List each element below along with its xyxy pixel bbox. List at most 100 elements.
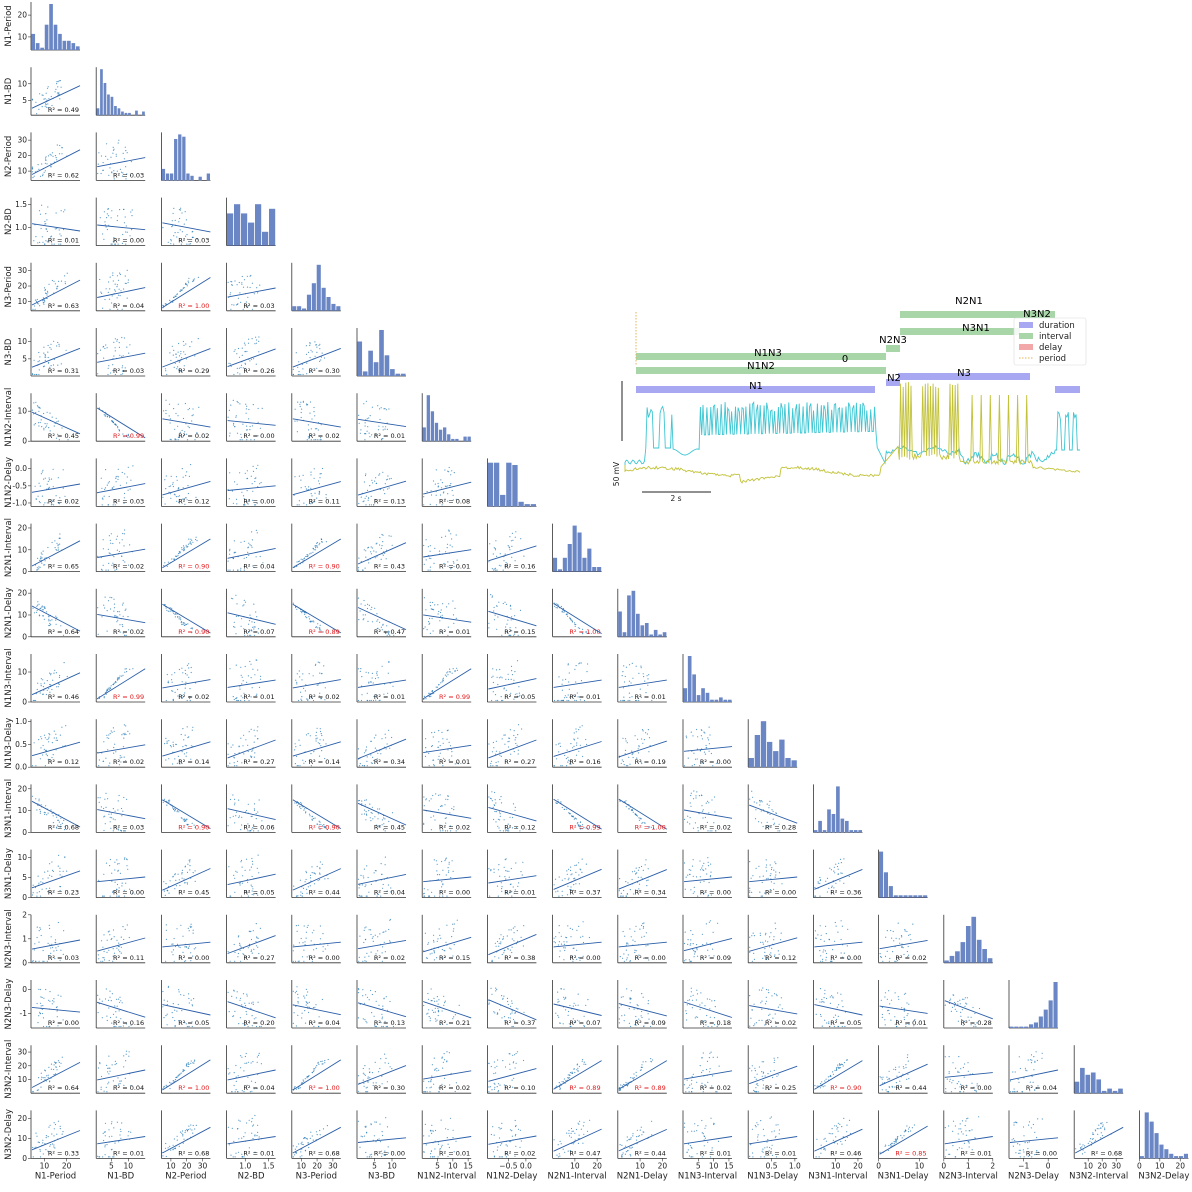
data-point bbox=[438, 684, 440, 686]
data-point bbox=[229, 294, 231, 296]
data-point bbox=[177, 688, 179, 691]
data-point bbox=[113, 148, 115, 150]
data-point bbox=[182, 746, 184, 748]
data-point bbox=[122, 172, 124, 174]
data-point bbox=[837, 868, 839, 870]
data-point bbox=[165, 737, 167, 740]
data-point bbox=[162, 227, 164, 229]
data-point bbox=[709, 734, 711, 736]
data-point bbox=[57, 420, 59, 422]
data-point bbox=[245, 301, 247, 303]
data-point bbox=[754, 818, 757, 820]
data-point bbox=[105, 344, 107, 346]
data-point bbox=[441, 681, 443, 683]
data-point bbox=[501, 953, 503, 956]
fit-line bbox=[31, 149, 81, 175]
data-point bbox=[312, 548, 314, 550]
data-point bbox=[370, 951, 372, 953]
data-point bbox=[257, 726, 259, 728]
data-point bbox=[625, 806, 627, 808]
data-point bbox=[239, 944, 241, 946]
data-point bbox=[441, 948, 443, 951]
data-point bbox=[558, 699, 560, 702]
data-point bbox=[234, 951, 236, 954]
data-point bbox=[40, 683, 42, 685]
r2-label: R² = 0.13 bbox=[374, 497, 405, 505]
data-point bbox=[48, 688, 50, 690]
data-point bbox=[250, 663, 252, 665]
data-point bbox=[125, 150, 127, 152]
data-point bbox=[44, 765, 47, 767]
r2-label: R² = 0.47 bbox=[374, 628, 405, 636]
data-point bbox=[182, 436, 184, 438]
data-point bbox=[189, 346, 191, 348]
data-point bbox=[233, 943, 235, 946]
data-point bbox=[360, 429, 362, 431]
data-point bbox=[573, 878, 575, 880]
data-point bbox=[307, 351, 310, 353]
data-point bbox=[196, 238, 198, 240]
data-point bbox=[303, 557, 306, 559]
data-point bbox=[423, 888, 425, 890]
data-point bbox=[166, 740, 168, 742]
data-point bbox=[575, 754, 578, 756]
data-point bbox=[124, 928, 126, 931]
data-point bbox=[494, 956, 496, 958]
data-point bbox=[429, 550, 431, 552]
data-point bbox=[121, 308, 123, 310]
data-point bbox=[97, 954, 99, 956]
data-point bbox=[321, 672, 323, 675]
fit-line bbox=[227, 679, 276, 688]
data-point bbox=[317, 742, 319, 744]
data-point bbox=[188, 277, 190, 279]
r2-label: R² = 0.99 bbox=[113, 432, 144, 440]
fit-line bbox=[488, 739, 537, 759]
y-variable-label: N3N1-Delay bbox=[4, 848, 14, 899]
data-point bbox=[110, 938, 112, 941]
data-point bbox=[181, 817, 183, 819]
y-tick-label: 1.5 bbox=[15, 200, 27, 209]
data-point bbox=[247, 342, 250, 344]
data-point bbox=[641, 729, 644, 731]
data-point bbox=[432, 759, 434, 761]
data-point bbox=[308, 616, 310, 618]
data-point bbox=[506, 870, 508, 872]
data-point bbox=[358, 557, 360, 559]
hist-bar bbox=[135, 110, 138, 116]
data-point bbox=[437, 794, 440, 796]
data-point bbox=[111, 302, 113, 304]
data-point bbox=[446, 547, 448, 549]
data-point bbox=[109, 816, 111, 819]
data-point bbox=[372, 482, 374, 484]
data-point bbox=[642, 926, 645, 928]
data-point bbox=[63, 228, 65, 231]
data-point bbox=[371, 547, 373, 549]
data-point bbox=[749, 861, 751, 863]
data-point bbox=[382, 624, 384, 626]
data-point bbox=[370, 551, 372, 553]
data-point bbox=[52, 468, 54, 470]
data-point bbox=[561, 890, 563, 892]
data-point bbox=[433, 859, 435, 861]
data-point bbox=[389, 941, 391, 943]
data-point bbox=[305, 353, 308, 355]
data-point bbox=[632, 756, 634, 759]
data-point bbox=[38, 425, 40, 427]
data-point bbox=[765, 866, 767, 868]
data-point bbox=[370, 546, 372, 548]
data-point bbox=[119, 484, 121, 486]
hist-bar bbox=[400, 373, 406, 376]
data-point bbox=[510, 540, 512, 542]
data-point bbox=[365, 811, 367, 813]
data-point bbox=[240, 859, 243, 862]
panel-N2N1-Delay-vs-N2N1-Delay bbox=[617, 588, 667, 638]
data-point bbox=[237, 297, 239, 299]
data-point bbox=[305, 488, 307, 490]
data-point bbox=[112, 146, 114, 148]
data-point bbox=[498, 938, 501, 940]
data-point bbox=[495, 699, 497, 702]
data-point bbox=[767, 877, 769, 880]
data-point bbox=[568, 672, 570, 674]
data-point bbox=[107, 569, 109, 571]
data-point bbox=[562, 699, 565, 702]
